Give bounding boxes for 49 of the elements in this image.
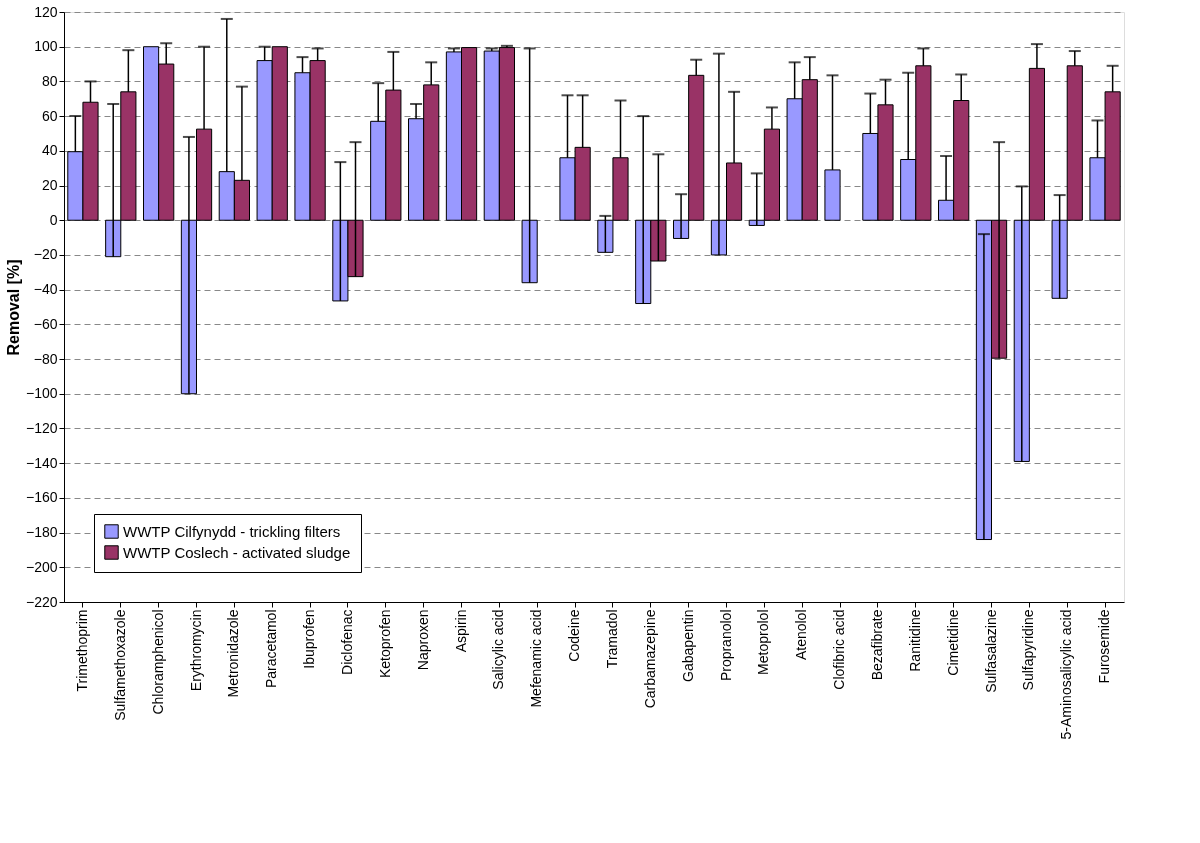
x-tick-label: Cimetidine	[944, 609, 961, 676]
x-tick-label: Sulfapyridine	[1020, 609, 1037, 691]
y-tick-label: 40	[41, 142, 58, 159]
x-tick-label: Diclofenac	[338, 609, 355, 675]
y-tick-label: −120	[25, 419, 58, 436]
x-tick-label: Sulfasalazine	[982, 609, 999, 693]
x-tick-label: Sulfamethoxazole	[111, 609, 128, 721]
x-tick-label: Codeine	[566, 609, 583, 662]
x-tick-label: Gabapentin	[679, 609, 696, 682]
y-tick-label: −40	[33, 281, 58, 298]
x-tick-label: Metoprolol	[755, 609, 772, 675]
y-tick-label: 20	[41, 177, 58, 194]
y-tick-label: −160	[25, 489, 58, 506]
x-tick-label: Atenolol	[793, 609, 810, 661]
x-tick-label: Aspirin	[452, 609, 469, 653]
x-tick-label: Bezafibrate	[868, 609, 885, 681]
y-axis-title: Removal [%]	[4, 259, 22, 356]
x-tick-label: Chloramphenicol	[149, 609, 166, 715]
x-tick-label: Clofibric acid	[831, 609, 848, 690]
x-tick-label: Mefenamic acid	[528, 609, 545, 708]
x-tick-label: Propranolol	[717, 609, 734, 682]
y-tick-label: 120	[34, 3, 58, 20]
y-tick-label: −80	[33, 350, 58, 367]
y-tick-label: −220	[25, 593, 58, 610]
y-tick-label: 0	[49, 211, 58, 228]
x-tick-label: Paracetamol	[263, 609, 280, 689]
legend-label: WWTP Coslech - activated sludge	[123, 543, 351, 561]
x-tick-label: Carbamazepine	[641, 609, 658, 709]
y-tick-label: −60	[33, 315, 58, 332]
y-tick-label: 60	[41, 107, 58, 124]
x-tick-label: Ranitidine	[906, 609, 923, 672]
x-tick-label: Tramadol	[603, 609, 620, 669]
x-tick-label: Naproxen	[414, 609, 431, 671]
y-tick-label: −20	[33, 246, 58, 263]
y-tick-label: 80	[41, 72, 58, 89]
x-tick-label: Ketoprofen	[376, 609, 393, 678]
y-tick-label: −140	[25, 454, 58, 471]
x-tick-label: Trimethoprim	[73, 609, 90, 692]
y-tick-label: 100	[34, 38, 58, 55]
x-tick-label: Metronidazole	[225, 609, 242, 698]
y-tick-label: −100	[25, 385, 58, 402]
x-tick-label: Salicylic acid	[490, 609, 507, 690]
x-tick-label: Ibuprofen	[301, 609, 318, 669]
x-tick-label: Furosemide	[1096, 609, 1113, 684]
x-tick-label: 5-Aminosalicylic acid	[1058, 609, 1075, 740]
y-tick-label: −180	[25, 524, 58, 541]
x-tick-label: Erythromycin	[187, 609, 204, 692]
legend-label: WWTP Cilfynydd - trickling filters	[123, 522, 341, 540]
y-tick-label: −200	[25, 558, 58, 575]
